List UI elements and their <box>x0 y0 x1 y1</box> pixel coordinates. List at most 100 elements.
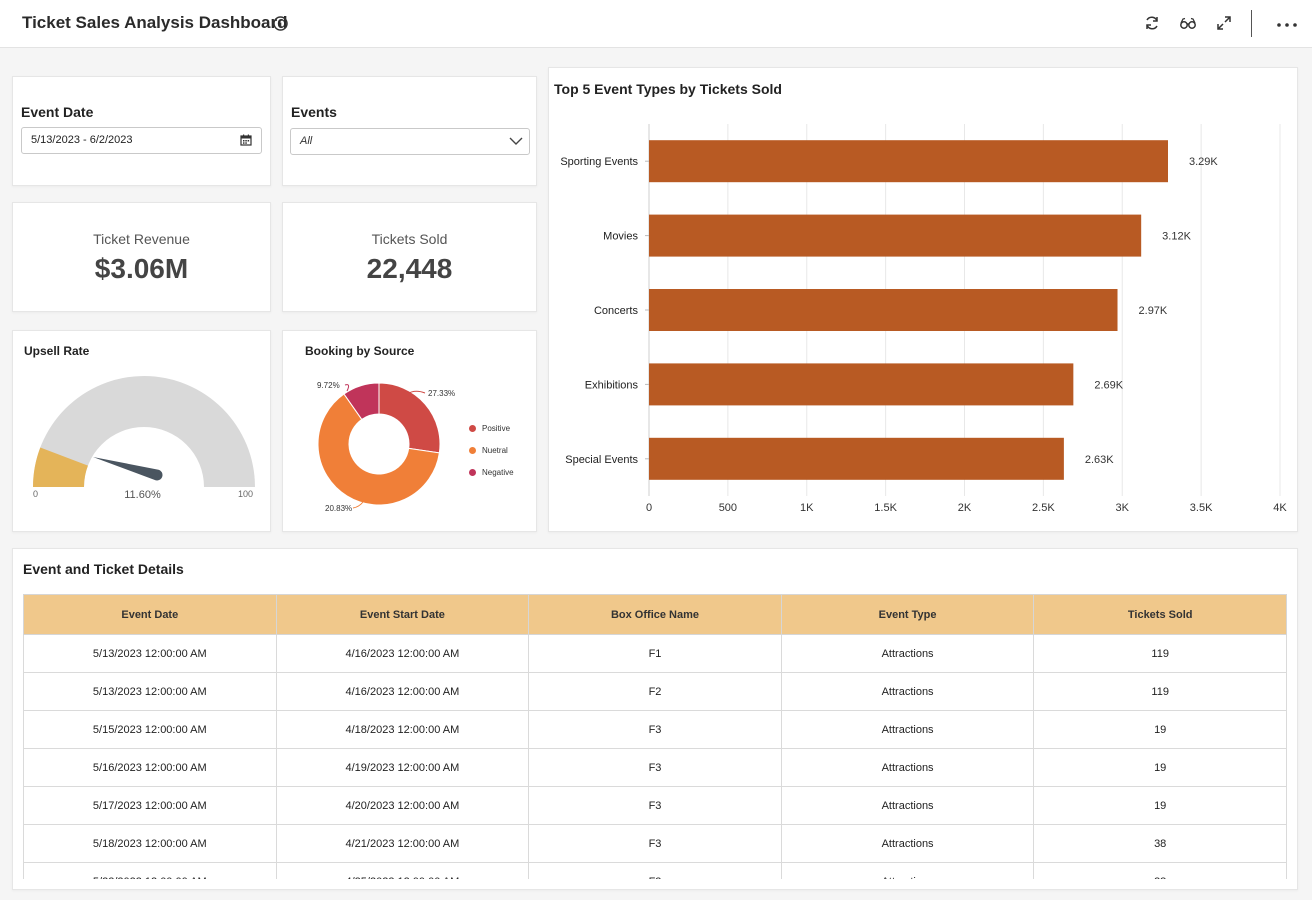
bar-chart-title: Top 5 Event Types by Tickets Sold <box>554 81 782 97</box>
event-date-label: Event Date <box>21 104 94 120</box>
details-title: Event and Ticket Details <box>23 561 184 577</box>
column-header[interactable]: Event Date <box>23 594 277 635</box>
bar-special-events[interactable] <box>649 437 1064 480</box>
bar-movies[interactable] <box>649 214 1142 257</box>
dashboard-title: Ticket Sales Analysis Dashboard <box>22 13 288 32</box>
events-select[interactable]: All <box>290 128 530 155</box>
events-filter-card: Events All <box>282 76 537 186</box>
legend-label: Nuetral <box>482 445 508 455</box>
column-header[interactable]: Box Office Name <box>528 594 782 635</box>
tickets-sold-label: Tickets Sold <box>371 231 448 247</box>
events-select-value: All <box>300 135 313 147</box>
data-label: 2.69K <box>1094 379 1123 391</box>
x-tick-label: 3.5K <box>1190 502 1213 514</box>
category-label: Special Events <box>565 454 638 466</box>
category-label: Concerts <box>594 305 639 317</box>
table-row[interactable]: 5/13/2023 12:00:00 AM 4/16/2023 12:00:00 … <box>23 634 1287 673</box>
table-cell: 19 <box>1033 786 1287 825</box>
table-cell: F3 <box>528 862 782 879</box>
donut-label-negative: 9.72% <box>317 381 340 390</box>
x-tick-label: 1K <box>800 502 814 514</box>
table-cell: Attractions <box>780 786 1035 825</box>
table-cell: Attractions <box>780 672 1035 711</box>
donut-slice-nuetral[interactable] <box>317 393 440 506</box>
bar-exhibitions[interactable] <box>649 363 1074 406</box>
booking-by-source-title: Booking by Source <box>305 344 415 358</box>
donut-leader-line <box>344 384 350 392</box>
data-label: 2.97K <box>1139 305 1168 317</box>
donut-label-positive: 27.33% <box>428 389 456 398</box>
calendar-icon[interactable] <box>240 134 252 146</box>
more-icon[interactable] <box>1276 14 1298 32</box>
events-label: Events <box>291 104 337 120</box>
table-cell: Attractions <box>780 862 1035 879</box>
event-date-input[interactable]: 5/13/2023 - 6/2/2023 <box>21 127 262 154</box>
upsell-rate-card: Upsell Rate 0 11.60% 100 <box>12 330 271 532</box>
x-tick-label: 500 <box>719 502 737 514</box>
legend-item-positive[interactable]: Positive <box>469 417 514 439</box>
ticket-revenue-label: Ticket Revenue <box>93 231 190 247</box>
data-label: 2.63K <box>1085 454 1114 466</box>
table-cell: 5/15/2023 12:00:00 AM <box>23 710 277 749</box>
table-cell: 19 <box>1033 748 1287 787</box>
table-cell: F2 <box>528 672 782 711</box>
refresh-icon[interactable] <box>1143 14 1161 32</box>
event-date-filter-card: Event Date 5/13/2023 - 6/2/2023 <box>12 76 271 186</box>
data-label: 3.29K <box>1189 156 1218 168</box>
column-header[interactable]: Event Start Date <box>275 594 530 635</box>
ticket-revenue-value: $3.06M <box>94 253 189 284</box>
donut-label-bottom: 20.83% <box>325 504 353 513</box>
ticket-revenue-card: Ticket Revenue $3.06M <box>12 202 271 312</box>
expand-icon[interactable] <box>1215 14 1233 32</box>
bar-sporting-events[interactable] <box>649 140 1168 183</box>
gauge-value-label: 11.60% <box>124 489 161 501</box>
table-cell: F3 <box>528 710 782 749</box>
bar-concerts[interactable] <box>649 289 1118 331</box>
donut-slice-positive[interactable] <box>378 382 441 454</box>
x-tick-label: 2.5K <box>1032 502 1055 514</box>
table-cell: 5/18/2023 12:00:00 AM <box>23 824 277 863</box>
top-bar: Ticket Sales Analysis Dashboard <box>0 0 1312 48</box>
table-row[interactable]: 5/18/2023 12:00:00 AM 4/21/2023 12:00:00 … <box>23 824 1287 863</box>
legend-dot <box>469 424 476 432</box>
table-cell: 38 <box>1033 862 1287 879</box>
glasses-icon[interactable] <box>1179 14 1197 32</box>
x-tick-label: 2K <box>958 502 972 514</box>
table-cell: F1 <box>528 634 782 673</box>
booking-donut <box>317 382 441 509</box>
table-cell: 119 <box>1033 634 1287 673</box>
table-row[interactable]: 5/16/2023 12:00:00 AM 4/19/2023 12:00:00 … <box>23 748 1287 787</box>
event-date-value: 5/13/2023 - 6/2/2023 <box>31 134 133 146</box>
table-cell: 4/21/2023 12:00:00 AM <box>275 824 530 863</box>
table-cell: Attractions <box>780 710 1035 749</box>
table-cell: F3 <box>528 748 782 787</box>
legend-dot <box>469 468 476 476</box>
table-row[interactable]: 5/17/2023 12:00:00 AM 4/20/2023 12:00:00 … <box>23 786 1287 825</box>
x-tick-label: 0 <box>646 502 652 514</box>
x-tick-label: 1.5K <box>874 502 897 514</box>
legend-label: Negative <box>482 467 514 477</box>
legend-item-neutral[interactable]: Nuetral <box>469 439 514 461</box>
table-cell: Attractions <box>780 824 1035 863</box>
table-cell: 5/22/2023 12:00:00 AM <box>23 862 277 879</box>
donut-leader-line <box>406 390 426 395</box>
table-row[interactable]: 5/22/2023 12:00:00 AM4/25/2023 12:00:00 … <box>23 862 1287 879</box>
legend-item-negative[interactable]: Negative <box>469 461 514 483</box>
gauge-fill <box>33 447 88 487</box>
category-label: Sporting Events <box>560 156 638 168</box>
table-row[interactable]: 5/15/2023 12:00:00 AM 4/18/2023 12:00:00 … <box>23 710 1287 749</box>
donut-slice-negative[interactable] <box>343 382 380 421</box>
gauge-max-label: 100 <box>238 489 254 499</box>
column-header[interactable]: Tickets Sold <box>1033 594 1287 635</box>
details-card: Event and Ticket Details Event Date Event… <box>12 548 1298 890</box>
table-row[interactable]: 5/13/2023 12:00:00 AM 4/16/2023 12:00:00 … <box>23 672 1287 711</box>
table-cell: 38 <box>1033 824 1287 863</box>
legend-label: Positive <box>482 423 511 433</box>
chevron-down-icon <box>509 137 523 145</box>
category-label: Exhibitions <box>585 379 639 391</box>
info-icon[interactable] <box>272 15 289 32</box>
details-table-viewport[interactable]: Event and Ticket Details Event Date Event… <box>13 549 1311 879</box>
details-table: Event Date Event Start Date Box Office Nam… <box>23 594 1287 879</box>
column-header[interactable]: Event Type <box>780 594 1035 635</box>
bar-chart: 0 500 1K 1.5K 2K 2.5K 3K 3.5K 4K Sporting Events 3… <box>560 124 1287 514</box>
